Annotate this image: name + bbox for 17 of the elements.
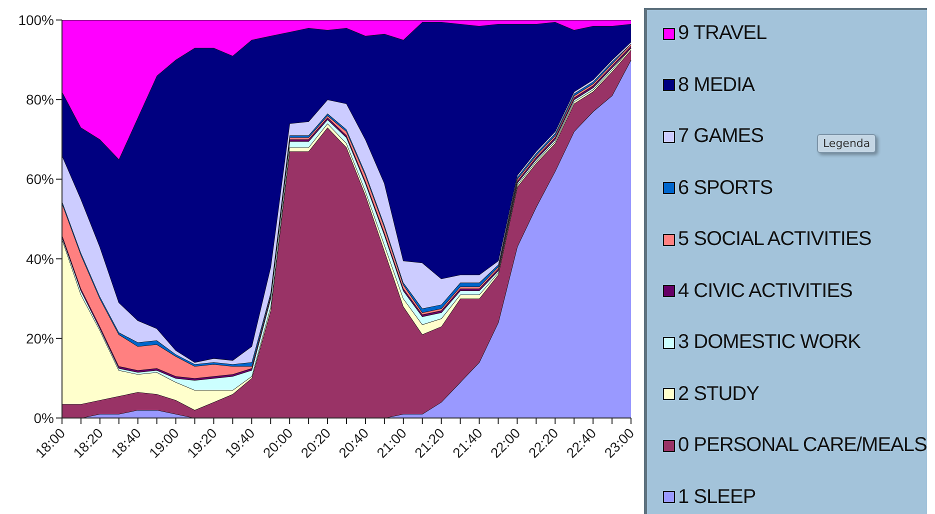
legend-label: 2 STUDY bbox=[677, 382, 759, 406]
legend-label: 3 DOMESTIC WORK bbox=[677, 331, 861, 354]
y-tick-label: 0% bbox=[34, 410, 54, 426]
y-tick-label: 100% bbox=[18, 12, 54, 28]
y-tick-label: 80% bbox=[26, 92, 54, 108]
legend-label: 1 SLEEP bbox=[677, 486, 756, 508]
y-tick-label: 60% bbox=[26, 171, 54, 188]
legend-label: 7 GAMES bbox=[677, 125, 764, 148]
legend-label: 4 CIVIC ACTIVITIES bbox=[677, 280, 852, 302]
legend-label: 8 MEDIA bbox=[677, 74, 755, 96]
legend-label: 0 PERSONAL CARE/MEALS bbox=[677, 434, 927, 457]
y-tick-label: 20% bbox=[26, 330, 54, 346]
text: Legenda bbox=[817, 134, 876, 153]
legend-label: 5 SOCIAL ACTIVITIES bbox=[677, 228, 872, 251]
legend-label: 6 SPORTS bbox=[677, 176, 773, 200]
y-tick-label: 40% bbox=[26, 250, 54, 267]
legend-label: 9 TRAVEL bbox=[677, 22, 767, 45]
